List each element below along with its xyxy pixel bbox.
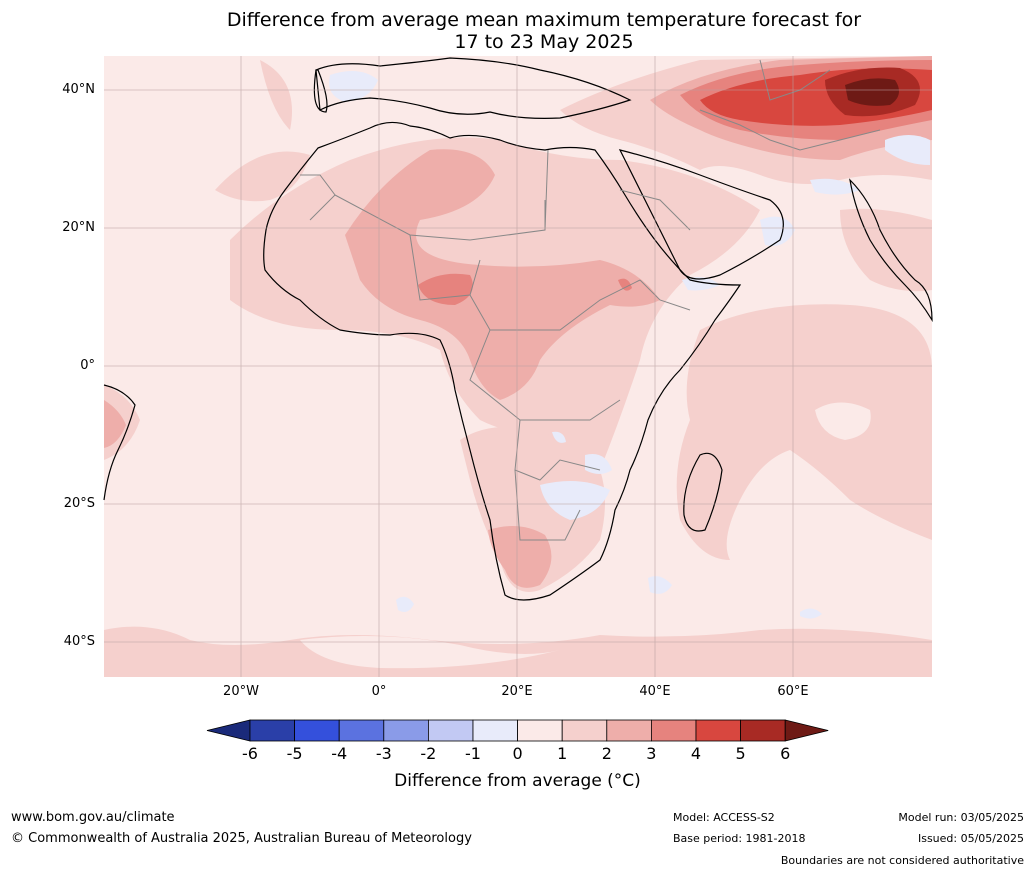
lat-label-40n: 40°N (62, 82, 95, 97)
arabia-coastline (618, 149, 784, 280)
boundary (639, 279, 691, 311)
anomaly-region (760, 216, 795, 246)
map-title: Difference from average mean maximum tem… (0, 9, 1035, 53)
colorbar-cell (472, 719, 518, 742)
footer-model-run: Model run: 03/05/2025 (898, 811, 1024, 824)
colorbar-cell (294, 719, 340, 742)
anomaly-region (676, 304, 932, 560)
lon-label-40e: 40°E (639, 684, 671, 699)
colorbar-tick-label: -4 (331, 744, 348, 763)
boundary (514, 469, 581, 541)
boundary (759, 59, 831, 101)
colorbar-tick-label: -2 (420, 744, 437, 763)
india-coastline (849, 178, 933, 323)
boundary (544, 149, 549, 231)
graticule (104, 56, 932, 677)
title-line-2: 17 to 23 May 2025 (454, 31, 634, 53)
lon-label-20w: 20°W (223, 684, 259, 699)
colorbar-cell (695, 719, 741, 742)
anomaly-region (618, 278, 632, 291)
colorbar-tick-label: 6 (780, 744, 791, 763)
atlantic-coast-south-america (103, 384, 136, 501)
colorbar-cell (517, 719, 563, 742)
colorbar-extend-low (206, 719, 251, 742)
colorbar-cell (561, 719, 608, 742)
forecast-map (103, 56, 933, 677)
colorbar (206, 719, 829, 742)
colorbar-tick-label: -6 (242, 744, 258, 763)
anomaly-region (845, 78, 899, 106)
boundary (300, 174, 336, 221)
iberia-coastline (313, 69, 328, 113)
lon-label-60e: 60°E (777, 684, 809, 699)
anomaly-region (540, 481, 610, 520)
country-boundaries (300, 59, 881, 541)
anomaly-region (840, 208, 932, 292)
africa-coastline (263, 121, 742, 601)
colorbar-extend-high (784, 719, 829, 742)
anomaly-region (345, 149, 660, 400)
anomaly-region (104, 400, 126, 448)
anomaly-region (329, 71, 378, 102)
anomaly-region (552, 431, 566, 443)
colorbar-cell (383, 719, 429, 742)
colorbar-tick-label: 2 (601, 744, 612, 763)
anomaly-region (488, 526, 552, 588)
colorbar-cell (249, 719, 295, 742)
anomaly-region (810, 178, 860, 195)
footer-copyright: © Commonwealth of Australia 2025, Austra… (11, 831, 472, 846)
footer-base-period: Base period: 1981-2018 (673, 832, 806, 845)
lat-label-20s: 20°S (63, 496, 95, 511)
lon-label-0: 0° (371, 684, 387, 699)
colorbar-cell (740, 719, 786, 742)
anomaly-region (418, 273, 473, 305)
anomaly-region (815, 402, 871, 440)
anomaly-region (300, 636, 560, 669)
title-line-1: Difference from average mean maximum tem… (226, 9, 862, 31)
footer-model: Model: ACCESS-S2 (673, 811, 775, 824)
boundary (409, 234, 481, 301)
footer-issued: Issued: 05/05/2025 (917, 832, 1024, 845)
colorbar-title: Difference from average (°C) (394, 771, 641, 791)
colorbar-cell (651, 719, 697, 742)
colorbar-tick-label: 3 (646, 744, 657, 763)
colorbar-tick-label: 4 (690, 744, 702, 763)
colorbar-tick-label: -3 (375, 744, 392, 763)
lat-label-40s: 40°S (63, 634, 95, 649)
anomaly-region (260, 60, 292, 130)
boundary (619, 189, 691, 231)
coastlines (103, 57, 933, 601)
colorbar-cell (427, 719, 474, 742)
colorbar-tick-label: -5 (286, 744, 303, 763)
boundary (469, 279, 641, 331)
colorbar-tick-label: 0 (512, 744, 523, 763)
anomaly-region (800, 608, 822, 619)
anomaly-region (885, 135, 930, 165)
anomaly-region (585, 454, 612, 474)
colorbar-tick-label: 1 (557, 744, 568, 763)
colorbar-cells (206, 719, 829, 742)
colorbar-tick-label: 5 (735, 744, 746, 763)
lat-label-equator: 0° (80, 358, 95, 373)
boundary (699, 109, 881, 151)
colorbar-cell (338, 719, 385, 742)
footer-disclaimer: Boundaries are not considered authoritat… (780, 854, 1024, 867)
lon-label-20e: 20°E (501, 684, 533, 699)
colorbar-tick-label: -1 (465, 744, 481, 763)
colorbar-cell (606, 719, 652, 742)
anomaly-region (396, 596, 414, 612)
anomaly-region (648, 576, 672, 594)
footer-url: www.bom.gov.au/climate (11, 810, 175, 825)
lat-label-20n: 20°N (62, 220, 95, 235)
madagascar-coastline (683, 452, 723, 532)
europe-coastline (315, 57, 632, 119)
